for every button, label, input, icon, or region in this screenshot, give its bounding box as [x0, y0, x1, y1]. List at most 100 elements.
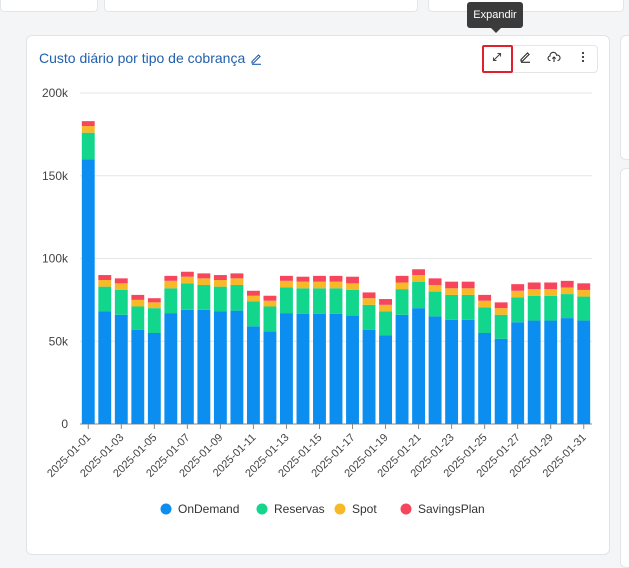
bar-spot-2025-01-25	[478, 300, 492, 308]
bar-savingsplan-2025-01-06	[164, 275, 178, 281]
bar-spot-2025-01-09	[213, 280, 227, 287]
bar-ondemand-2025-01-30	[560, 318, 574, 424]
bar-spot-2025-01-10	[230, 278, 244, 285]
bar-reservas-2025-01-04	[131, 306, 145, 330]
bar-ondemand-2025-01-28	[527, 320, 541, 424]
bar-spot-2025-01-14	[296, 281, 310, 289]
bar-ondemand-2025-01-15	[313, 313, 326, 424]
bar-spot-2025-01-23	[445, 288, 459, 295]
bar-ondemand-2025-01-25	[478, 332, 492, 424]
bar-reservas-2025-01-26	[494, 314, 508, 339]
bar-reservas-2025-01-15	[313, 288, 326, 314]
bar-reservas-2025-01-12	[263, 306, 277, 332]
edit-button[interactable]	[512, 46, 541, 72]
bar-ondemand-2025-01-03	[114, 314, 128, 424]
bar-savingsplan-2025-01-19	[379, 299, 392, 305]
bar-reservas-2025-01-13	[280, 287, 293, 314]
bar-spot-2025-01-05	[147, 302, 161, 309]
bar-reservas-2025-01-14	[296, 288, 310, 314]
bar-spot-2025-01-27	[511, 290, 525, 298]
bar-ondemand-2025-01-21	[412, 308, 426, 424]
legend-marker-spot	[334, 503, 346, 515]
bar-reservas-2025-01-18	[362, 304, 376, 330]
bar-spot-2025-01-03	[114, 283, 128, 290]
bar-reservas-2025-01-05	[147, 308, 161, 333]
card-title: Custo diário por tipo de cobrança	[39, 50, 263, 66]
bar-savingsplan-2025-01-27	[511, 284, 525, 291]
bar-ondemand-2025-01-17	[346, 315, 359, 424]
legend-label-reservas: Reservas	[274, 502, 325, 516]
bar-reservas-2025-01-07	[180, 283, 194, 310]
bar-spot-2025-01-17	[346, 283, 359, 290]
bar-spot-2025-01-02	[98, 280, 112, 287]
summary-card-left	[0, 0, 98, 12]
bar-spot-2025-01-06	[164, 280, 178, 289]
bar-reservas-2025-01-29	[544, 295, 558, 321]
summary-card-middle	[104, 0, 418, 12]
bar-reservas-2025-01-06	[164, 288, 178, 314]
bar-reservas-2025-01-30	[560, 294, 574, 319]
bar-ondemand-2025-01-26	[494, 338, 508, 424]
legend-marker-savingsplan	[400, 503, 412, 515]
bar-savingsplan-2025-01-21	[412, 269, 426, 276]
bar-ondemand-2025-01-20	[395, 314, 409, 424]
bar-reservas-2025-01-28	[527, 295, 541, 321]
bar-savingsplan-2025-01-10	[230, 273, 244, 279]
edit-icon	[519, 50, 532, 68]
bar-reservas-2025-01-11	[246, 301, 260, 327]
bar-ondemand-2025-01-05	[147, 332, 161, 424]
bar-reservas-2025-01-21	[412, 281, 426, 309]
bar-spot-2025-01-12	[263, 300, 277, 307]
legend-label-ondemand: OnDemand	[178, 502, 239, 516]
bar-ondemand-2025-01-04	[131, 329, 145, 424]
bar-spot-2025-01-04	[131, 299, 145, 307]
y-tick-label: 100k	[42, 252, 69, 266]
bar-savingsplan-2025-01-28	[527, 282, 541, 290]
expand-icon	[491, 50, 503, 68]
side-card-top	[620, 35, 629, 160]
bar-ondemand-2025-01-19	[379, 335, 392, 424]
bar-ondemand-2025-01-10	[230, 310, 244, 424]
cloud-upload-icon	[547, 50, 561, 68]
expand-button[interactable]	[482, 45, 513, 73]
bar-savingsplan-2025-01-15	[313, 275, 326, 282]
more-options-button[interactable]	[569, 46, 598, 72]
bar-ondemand-2025-01-01	[81, 159, 95, 424]
bar-ondemand-2025-01-09	[213, 311, 227, 424]
bar-spot-2025-01-11	[246, 295, 260, 302]
bar-spot-2025-01-22	[428, 284, 442, 292]
bar-reservas-2025-01-22	[428, 291, 442, 317]
bar-savingsplan-2025-01-02	[98, 275, 112, 281]
bar-savingsplan-2025-01-09	[213, 275, 227, 281]
bar-reservas-2025-01-08	[197, 284, 211, 310]
bar-spot-2025-01-07	[180, 276, 194, 284]
bar-ondemand-2025-01-27	[511, 322, 525, 424]
bar-savingsplan-2025-01-04	[131, 294, 145, 300]
bar-savingsplan-2025-01-08	[197, 273, 211, 279]
bar-reservas-2025-01-31	[577, 296, 591, 321]
bar-reservas-2025-01-23	[445, 294, 459, 320]
bar-spot-2025-01-19	[379, 304, 392, 312]
legend-label-savingsplan: SavingsPlan	[418, 502, 485, 516]
bar-ondemand-2025-01-14	[296, 313, 310, 424]
bar-spot-2025-01-15	[313, 281, 326, 289]
bar-ondemand-2025-01-23	[445, 319, 459, 424]
bar-ondemand-2025-01-11	[246, 326, 260, 424]
bar-ondemand-2025-01-07	[180, 309, 194, 424]
bar-reservas-2025-01-10	[230, 284, 244, 311]
upload-button[interactable]	[540, 46, 569, 72]
bar-spot-2025-01-24	[461, 288, 475, 295]
more-vertical-icon	[581, 50, 585, 68]
bar-ondemand-2025-01-12	[263, 331, 277, 424]
bar-spot-2025-01-26	[494, 308, 508, 315]
bar-ondemand-2025-01-06	[164, 313, 178, 424]
edit-title-icon[interactable]	[250, 52, 263, 65]
expand-tooltip: Expandir	[467, 2, 523, 33]
bar-savingsplan-2025-01-20	[395, 275, 409, 283]
bar-spot-2025-01-18	[362, 298, 376, 305]
y-tick-label: 0	[61, 417, 68, 431]
bar-ondemand-2025-01-24	[461, 319, 475, 424]
bar-reservas-2025-01-02	[98, 286, 112, 312]
bar-reservas-2025-01-24	[461, 294, 475, 320]
bar-savingsplan-2025-01-22	[428, 278, 442, 285]
